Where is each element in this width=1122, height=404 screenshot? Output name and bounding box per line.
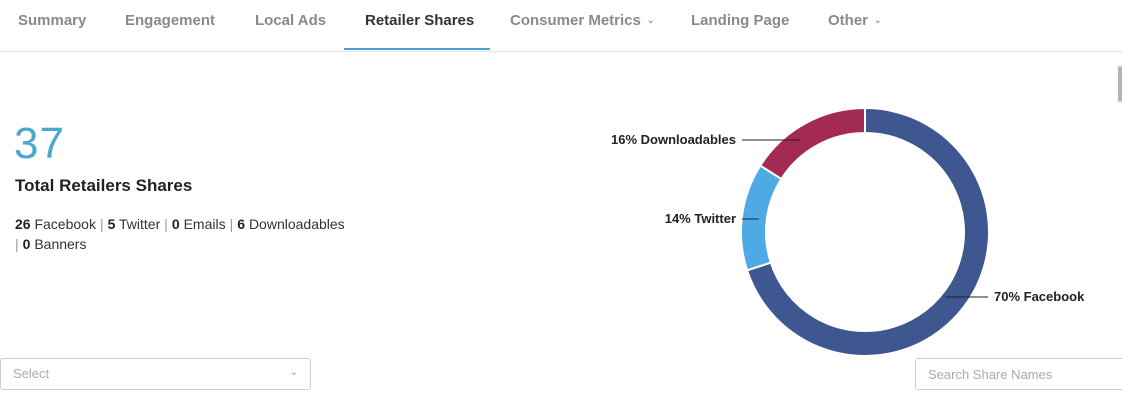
- total-shares-label: Total Retailers Shares: [15, 176, 193, 195]
- donut-slice-downloadables[interactable]: [758, 106, 866, 181]
- tab-landing-page-label: Landing Page: [691, 12, 790, 29]
- separator: |: [15, 236, 19, 252]
- twitter-count: 5: [107, 216, 116, 232]
- select-placeholder: Select: [13, 366, 50, 381]
- donut-label-twitter: 14% Twitter: [665, 211, 736, 226]
- active-tab-indicator: [344, 48, 490, 50]
- banners-count: 0: [22, 236, 31, 252]
- donut-label-downloadables: 16% Downloadables: [611, 132, 736, 147]
- tab-engagement-label: Engagement: [125, 12, 216, 29]
- banners-label: Banners: [34, 236, 87, 252]
- twitter-label: Twitter: [119, 216, 161, 232]
- tab-retailer-shares[interactable]: Retailer Shares: [365, 0, 474, 50]
- tab-local-ads-label: Local Ads: [255, 12, 327, 29]
- tab-summary[interactable]: Summary: [18, 0, 86, 50]
- tab-consumer-metrics-label: Consumer Metrics: [510, 12, 641, 29]
- share-type-select[interactable]: Select ⌄: [0, 358, 311, 390]
- tab-other-label: Other: [828, 12, 869, 29]
- tab-consumer-metrics[interactable]: Consumer Metrics ⌄: [510, 0, 654, 50]
- facebook-label: Facebook: [34, 216, 96, 232]
- shares-breakdown: 26 Facebook | 5 Twitter | 0 Emails | 6 Downloa…: [15, 214, 415, 254]
- chevron-down-icon: ⌄: [646, 15, 655, 25]
- shares-donut-chart: 70% Facebook 14% Twitter 16% Downloadables: [611, 106, 1085, 357]
- total-shares-number: 37: [14, 119, 65, 168]
- downloadables-count: 6: [237, 216, 246, 232]
- tab-retailer-shares-label: Retailer Shares: [365, 12, 475, 29]
- donut-label-facebook: 70% Facebook: [994, 289, 1085, 304]
- scrollbar[interactable]: [1118, 66, 1122, 102]
- search-share-names-input[interactable]: [915, 358, 1122, 390]
- donut-slice-facebook[interactable]: [745, 106, 990, 357]
- separator: |: [229, 216, 234, 232]
- downloadables-label: Downloadables: [248, 216, 345, 232]
- tab-landing-page[interactable]: Landing Page: [691, 0, 789, 50]
- chevron-down-icon: ⌄: [289, 367, 298, 378]
- emails-count: 0: [171, 216, 180, 232]
- chevron-down-icon: ⌄: [874, 15, 882, 25]
- facebook-count: 26: [15, 216, 31, 232]
- emails-label: Emails: [183, 216, 226, 232]
- tab-bar: Summary Engagement Local Ads Retailer Sh…: [0, 0, 1122, 52]
- separator: |: [164, 216, 168, 232]
- tab-other[interactable]: Other ⌄: [828, 0, 882, 50]
- donut-slice-twitter[interactable]: [740, 164, 783, 272]
- tab-summary-label: Summary: [18, 12, 87, 29]
- separator: |: [99, 216, 104, 232]
- tab-local-ads[interactable]: Local Ads: [255, 0, 326, 50]
- tab-engagement[interactable]: Engagement: [125, 0, 215, 50]
